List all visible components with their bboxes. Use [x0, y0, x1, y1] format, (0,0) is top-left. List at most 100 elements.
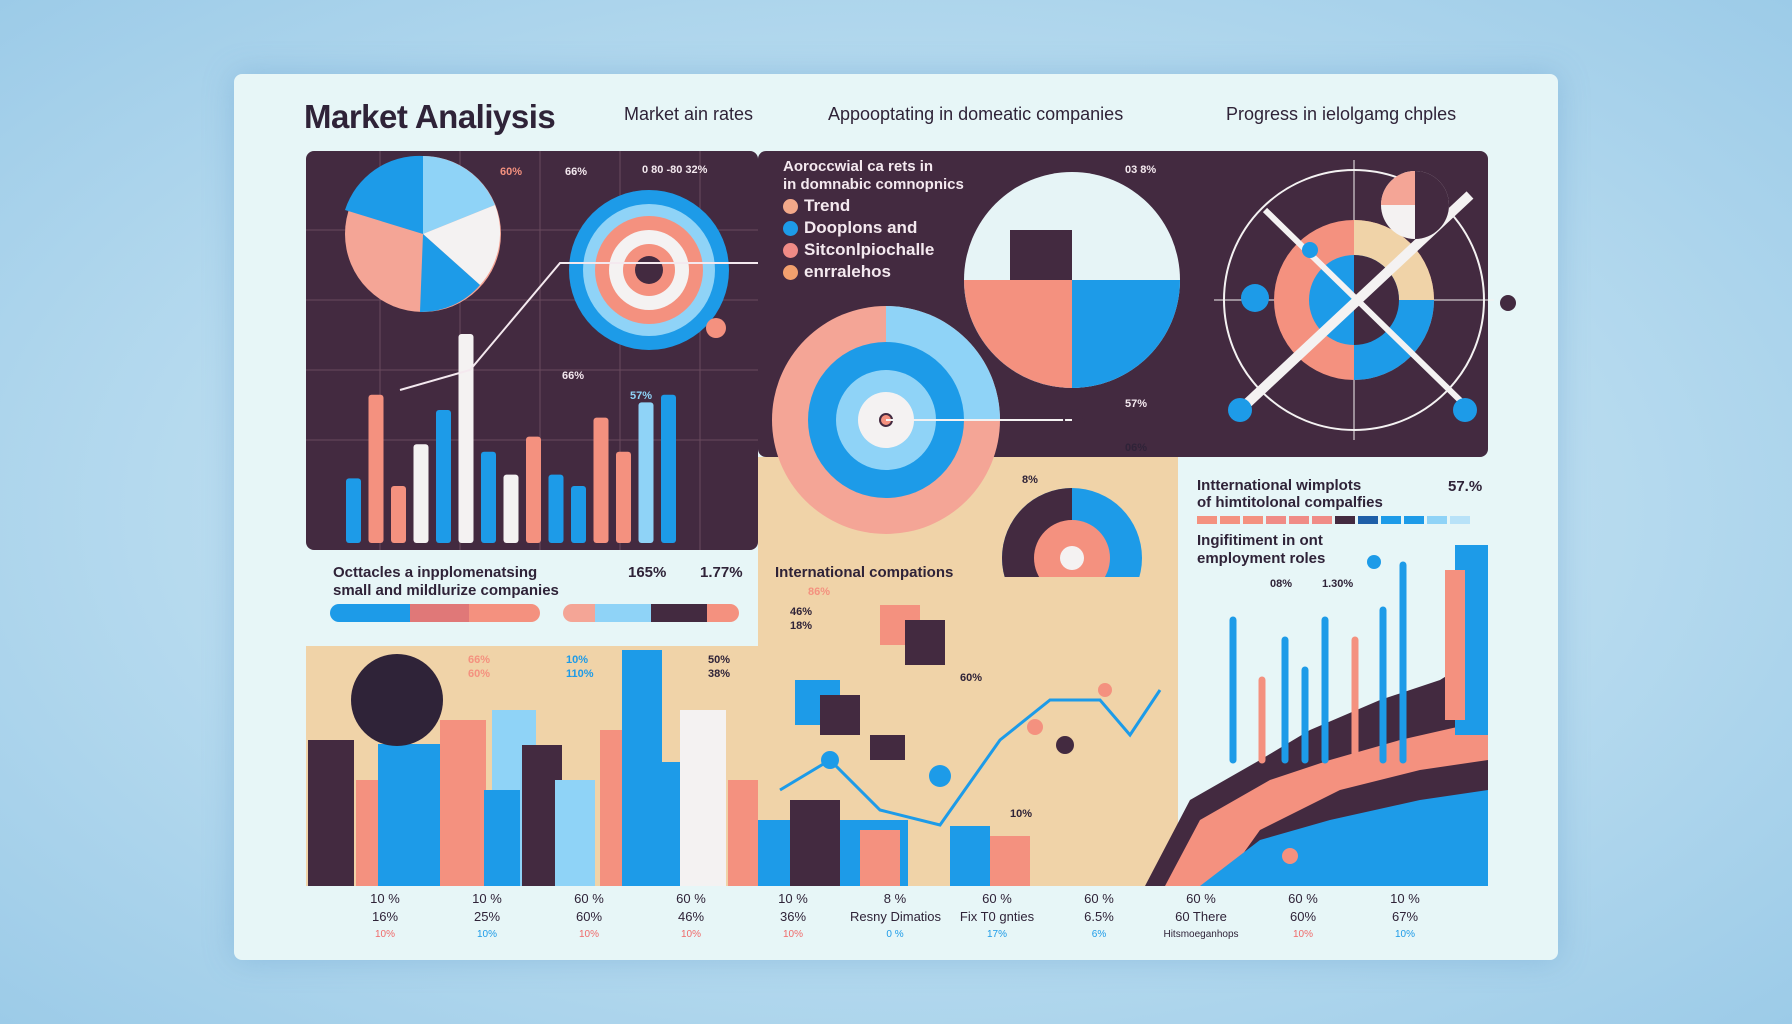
axis-label-top: 10 %: [370, 891, 400, 906]
axis-label-mid: 6.5%: [1084, 909, 1114, 924]
legend-title: Aoroccwial ca rets in: [783, 158, 934, 175]
target-rings: [399, 190, 760, 391]
legend-subtitle: in domnabic comnopnics: [783, 176, 964, 193]
bar: [638, 402, 654, 543]
progress-bar-2: [563, 604, 739, 622]
value-c: 8%: [1022, 474, 1038, 486]
bar: [436, 410, 451, 543]
employment-value-b: 1.30%: [1322, 578, 1354, 590]
axis-label-top: 10 %: [778, 891, 808, 906]
flow-diagram: [758, 605, 1162, 886]
nav-progress[interactable]: Progress in ielolgamg chples: [1226, 104, 1457, 124]
value-b: 06%: [1125, 442, 1148, 454]
international-title: Intternational wimplots: [1197, 477, 1362, 494]
axis-label-mid: 60%: [1289, 909, 1317, 924]
bottom-left-label: 110%: [566, 668, 594, 680]
axis-label: 60 % 60% 10%: [544, 890, 634, 944]
axis-label-bot: 10%: [374, 929, 395, 940]
bar: [503, 474, 519, 543]
nav-market-rates[interactable]: Market ain rates: [624, 104, 754, 124]
axis-label: 8 % Resny Dimatios 0 %: [850, 890, 942, 944]
axis-label-top: 10 %: [472, 891, 502, 906]
large-pie-chart: [964, 172, 1180, 388]
axis-label-top: 60 %: [1084, 891, 1114, 906]
bar: [368, 394, 384, 543]
value-a: 57%: [1125, 398, 1148, 410]
bar-series: [346, 334, 676, 543]
bar: [458, 334, 474, 543]
label: 66%: [565, 166, 588, 178]
axis-label-mid: 60%: [575, 909, 603, 924]
legend-item: Sitconlpiochalle: [783, 239, 934, 261]
obstacles-title-2: small and mildlurize companies: [333, 582, 559, 599]
bottom-axis-labels: 10 % 16% 10% 10 % 25% 10% 60 % 60% 10% 60 % 46% 10%…: [340, 890, 1450, 944]
employment-title: Ingifitiment in ont: [1197, 532, 1323, 549]
label: 57%: [630, 390, 653, 402]
axis-label: 10 % 67% 10%: [1360, 890, 1450, 944]
axis-label-mid: Fix T0 gnties: [959, 909, 1035, 924]
axis-label-mid: 36%: [779, 909, 807, 924]
legend-item: enrralehos: [783, 261, 934, 283]
bar: [481, 451, 496, 543]
comparison-value: 18%: [790, 620, 813, 632]
comparison-value: 86%: [808, 586, 831, 598]
axis-label-mid: Resny Dimatios: [850, 909, 942, 924]
axis-label-bot: 10%: [782, 929, 803, 940]
nav-domestic-companies[interactable]: Appooptating in domeatic companies: [828, 104, 1124, 124]
axis-label-top: 10 %: [1390, 891, 1420, 906]
legend: Trend Dooplons and Sitconlpiochalle enrr…: [783, 195, 934, 283]
obstacles-title: Octtacles a inpplomenatsing: [333, 564, 538, 581]
bar: [526, 436, 541, 543]
axis-label-mid: 25%: [473, 909, 501, 924]
axis-label-top: 60 %: [1186, 891, 1216, 906]
bottom-right-line-bars: [1145, 545, 1488, 886]
axis-label-top: 60 %: [982, 891, 1012, 906]
bar: [616, 451, 631, 543]
comparison-value: 60%: [960, 672, 983, 684]
legend-dot: [783, 198, 798, 214]
axis-label-bot: 0 %: [886, 929, 904, 940]
label: 66%: [562, 370, 585, 382]
bottom-left-3d-bars: [308, 650, 758, 886]
international-title-2: of himtitolonal compalfies: [1197, 494, 1383, 511]
segmented-bar: [1197, 516, 1470, 524]
axis-label: 10 % 25% 10%: [442, 890, 532, 944]
bottom-left-label: 10%: [566, 654, 589, 666]
bottom-left-label: 66%: [468, 654, 491, 666]
progress-bar-1: [330, 604, 540, 622]
axis-label-bot: 10%: [578, 929, 599, 940]
employment-title-2: employment roles: [1197, 550, 1326, 567]
axis-label: 60 % 6.5% 6%: [1054, 890, 1144, 944]
axis-label: 60 % 60% 10%: [1258, 890, 1348, 944]
axis-label-top: 60 %: [676, 891, 706, 906]
comparison-value: 46%: [790, 606, 813, 618]
bar: [661, 394, 676, 543]
axis-label: 60 % 46% 10%: [646, 890, 736, 944]
axis-label-top: 60 %: [574, 891, 604, 906]
axis-label: 60 % Fix T0 gnties 17%: [952, 890, 1042, 944]
obstacles-value-b: 1.77%: [700, 564, 743, 581]
axis-label-top: 8 %: [883, 891, 907, 906]
comparison-value: 10%: [1010, 808, 1033, 820]
bottom-left-label: 38%: [708, 668, 731, 680]
page-title: Market Analiysis: [304, 98, 556, 135]
legend-item: Dooplons and: [783, 217, 934, 239]
pie-chart-top-left: [345, 155, 501, 313]
axis-label: 60 % 60 There Hitsmoeganhops: [1156, 890, 1246, 944]
bar: [391, 486, 406, 543]
axis-label-mid: 46%: [677, 909, 705, 924]
axis-label-mid: 67%: [1391, 909, 1419, 924]
label: 60%: [500, 166, 523, 178]
axis-label-bot: 10%: [1394, 929, 1415, 940]
legend-dot: [783, 264, 798, 280]
bar: [346, 478, 361, 543]
legend-dot: [783, 220, 798, 236]
radar-chart: [1214, 160, 1516, 440]
axis-label-bot: 17%: [986, 929, 1007, 940]
axis-label-mid: 16%: [371, 909, 399, 924]
bar: [413, 444, 429, 543]
donut-chart: [772, 306, 1085, 534]
employment-value-a: 08%: [1270, 578, 1293, 590]
legend-dot: [783, 242, 798, 258]
